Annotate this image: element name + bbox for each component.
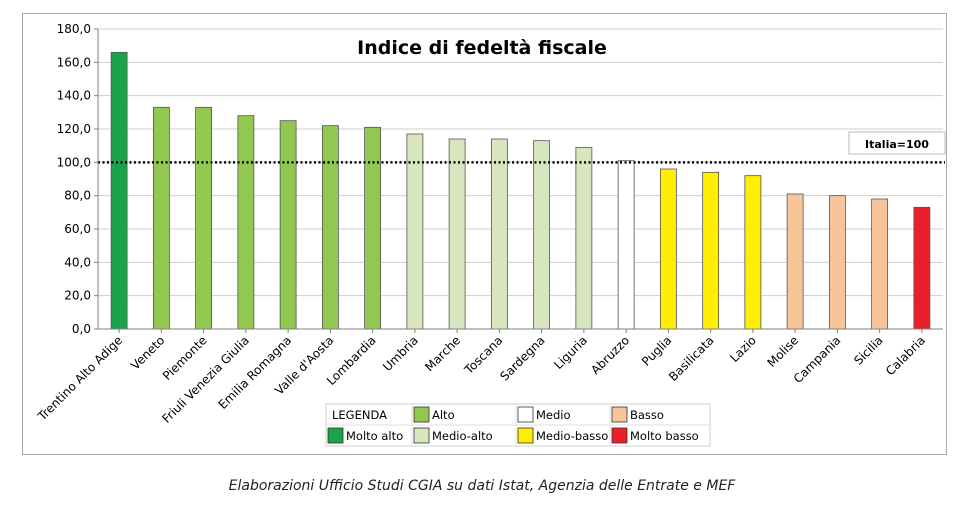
x-tick-label: Marche bbox=[422, 333, 463, 374]
legend-label: Medio-alto bbox=[432, 429, 493, 443]
x-tick-label: Umbria bbox=[380, 333, 421, 374]
legend-swatch bbox=[517, 406, 534, 423]
x-tick-label: Veneto bbox=[128, 333, 167, 372]
bar bbox=[364, 126, 382, 330]
legend-swatch bbox=[327, 427, 344, 444]
y-tick-label: 160,0 bbox=[57, 55, 91, 69]
bar bbox=[110, 51, 128, 330]
bar bbox=[871, 198, 889, 330]
y-tick-label: 120,0 bbox=[57, 122, 91, 136]
x-tick-label: Emilia Romagna bbox=[216, 333, 295, 412]
y-tick-label: 60,0 bbox=[64, 222, 91, 236]
bar-chart: Italia=100 0,0 20,0 40,0 60,0 80,0 100,0 120,0… bbox=[34, 22, 946, 447]
legend-label: Basso bbox=[630, 408, 664, 422]
legend-label: Molto alto bbox=[346, 429, 403, 443]
x-tick-label: Molise bbox=[764, 333, 801, 370]
y-tick-label: 20,0 bbox=[64, 289, 91, 303]
x-tick-label: Sicilia bbox=[851, 333, 886, 368]
bar bbox=[828, 195, 846, 330]
x-tick-label: Liguria bbox=[551, 333, 590, 372]
bar bbox=[702, 171, 720, 330]
x-tick-label: Basilicata bbox=[666, 333, 717, 384]
legend-swatch bbox=[413, 406, 430, 423]
bar bbox=[786, 193, 804, 330]
legend-label: Molto basso bbox=[630, 429, 699, 443]
legend-swatch bbox=[413, 427, 430, 444]
reference-line-group: Italia=100 bbox=[98, 131, 946, 164]
bar bbox=[533, 140, 551, 330]
bar bbox=[152, 106, 170, 330]
chart-frame: Italia=100 0,0 20,0 40,0 60,0 80,0 100,0 120,0… bbox=[22, 13, 947, 455]
legend-label: Alto bbox=[432, 408, 455, 422]
y-tick-label: 80,0 bbox=[64, 189, 91, 203]
bar bbox=[448, 138, 466, 330]
bar bbox=[617, 160, 635, 330]
bar bbox=[659, 168, 677, 330]
bar bbox=[490, 138, 508, 330]
reference-label: Italia=100 bbox=[865, 138, 929, 151]
y-tick-label: 100,0 bbox=[57, 155, 91, 169]
x-tick-label: Puglia bbox=[639, 333, 675, 369]
y-tick-label: 0,0 bbox=[72, 322, 91, 336]
bar bbox=[237, 115, 255, 330]
y-tick-label: 40,0 bbox=[64, 255, 91, 269]
axes: 0,0 20,0 40,0 60,0 80,0 100,0 120,0 140,0 160,0 1… bbox=[34, 22, 943, 426]
x-tick-label: Sardegna bbox=[497, 333, 547, 383]
chart-title: Indice di fedeltà fiscale bbox=[357, 37, 607, 59]
x-tick-label: Trentino Alto Adige bbox=[34, 333, 125, 424]
bar bbox=[913, 206, 931, 330]
bar bbox=[744, 175, 762, 330]
bar bbox=[575, 146, 593, 330]
legend-label: Medio-basso bbox=[536, 429, 608, 443]
bar bbox=[321, 125, 339, 330]
y-tick-label: 180,0 bbox=[57, 22, 91, 36]
bar bbox=[279, 120, 297, 330]
x-tick-label: Calabria bbox=[883, 333, 928, 378]
reference-label-box bbox=[848, 131, 946, 155]
legend-swatch bbox=[517, 427, 534, 444]
legend-label: Medio bbox=[536, 408, 571, 422]
legend-title: LEGENDA bbox=[332, 408, 387, 422]
legend-swatch bbox=[611, 406, 628, 423]
chart-caption: Elaborazioni Ufficio Studi CGIA su dati … bbox=[228, 478, 736, 494]
bar bbox=[195, 106, 213, 330]
y-tick-label: 140,0 bbox=[57, 89, 91, 103]
x-tick-label: Lazio bbox=[727, 333, 759, 365]
legend-swatch bbox=[611, 427, 628, 444]
bars bbox=[110, 51, 931, 330]
legend: LEGENDA Alto Medio Basso Molto alto Medio-alt… bbox=[325, 403, 711, 447]
x-tick-label: Abruzzo bbox=[588, 333, 632, 377]
